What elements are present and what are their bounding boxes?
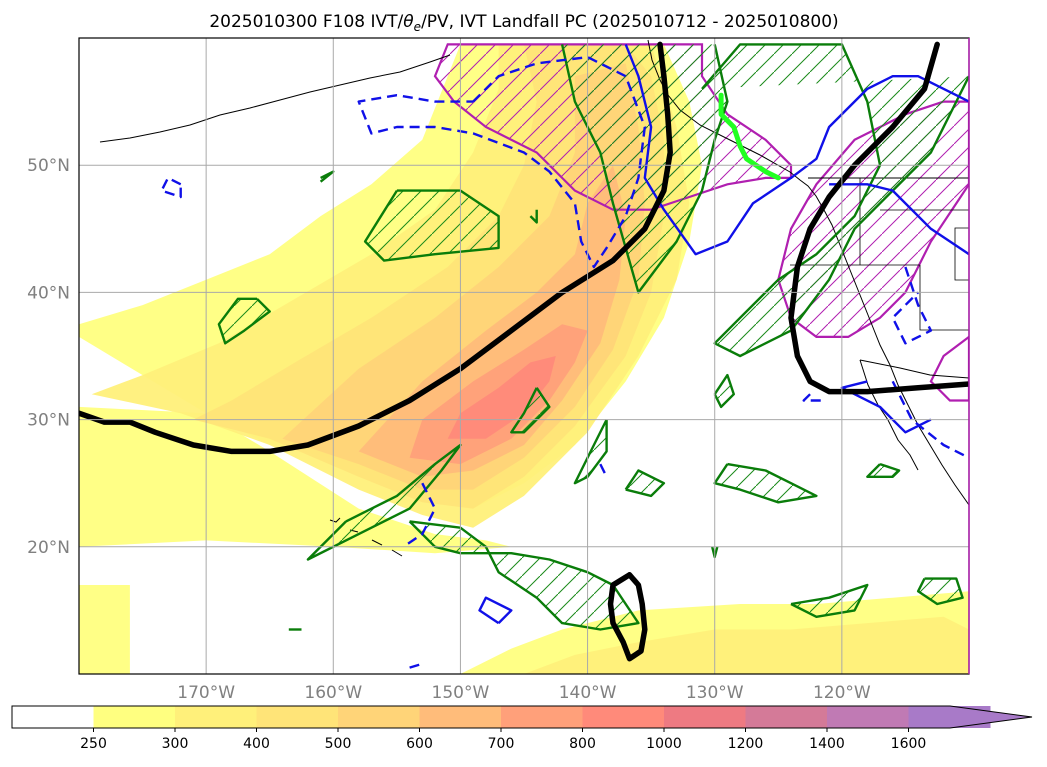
colorbar-label-600: 600 — [406, 736, 433, 752]
us-mexico-border — [859, 359, 969, 379]
pv-contour-17 — [529, 209, 538, 224]
pv-hatch-fill-2 — [702, 44, 969, 357]
pc-region-outline-2 — [929, 335, 969, 402]
colorbar-label-800: 800 — [569, 736, 596, 752]
ivt-colorbar: 250 300 400 500 600 700 800 1000 1200 1400 1600 — [11, 705, 1033, 752]
theta-contour-dashed-11 — [409, 662, 423, 669]
chart-title: 2025010300 F108 IVT/θe/PV, IVT Landfall … — [209, 12, 838, 34]
pv-contour-11 — [866, 462, 901, 478]
colorbar-label-700: 700 — [488, 736, 515, 752]
lon-label-170: 170°W — [177, 683, 235, 703]
pv-contour-13 — [916, 577, 964, 606]
colorbar-label-300: 300 — [162, 736, 189, 752]
theta-contour-solid-2 — [840, 380, 932, 434]
lat-label-50: 50°N — [27, 156, 70, 176]
colorbar-segment-8 — [664, 706, 746, 728]
pv-hatch-fill-12 — [791, 585, 868, 617]
theta-contour-dashed-5 — [160, 176, 182, 199]
colorbar-label-1400: 1400 — [809, 736, 845, 752]
ivt-contour-800-7 — [447, 356, 556, 439]
colorbar-label-500: 500 — [325, 736, 352, 752]
pv-contour-9 — [713, 373, 735, 409]
colorbar-label-400: 400 — [243, 736, 270, 752]
theta-contour-dashed-9 — [802, 393, 823, 402]
colorbar-label-250: 250 — [80, 736, 107, 752]
colorbar-label-1600: 1600 — [891, 736, 927, 752]
theta-contour-dashed-4 — [357, 55, 646, 269]
longitude-labels: 170°W 160°W 150°W 140°W 130°W 120°W — [177, 683, 871, 703]
contour-layer — [79, 41, 969, 669]
pv-contour-8 — [624, 469, 666, 498]
lon-label-130: 130°W — [686, 683, 744, 703]
lon-label-140: 140°W — [559, 683, 617, 703]
pv-contour-3 — [217, 297, 271, 345]
lat-label-20: 20°N — [27, 538, 70, 558]
colorbar-extend-arrow — [908, 706, 1032, 728]
pc-black-contour-2 — [607, 572, 648, 662]
ivt-contour-300-10 — [524, 616, 969, 674]
pv-contour-10 — [713, 462, 818, 504]
latitude-labels: 20°N 30°N 40°N 50°N — [27, 156, 70, 558]
pv-hatch-fill-3 — [218, 298, 270, 344]
pv-contour-5 — [573, 419, 608, 485]
lat-label-30: 30°N — [27, 411, 70, 431]
theta-contour-solid-3 — [478, 596, 513, 625]
lon-label-120: 120°W — [813, 683, 871, 703]
colorbar-segment-10 — [827, 706, 909, 728]
pv-hatch-fill-11 — [867, 464, 900, 477]
lat-label-40: 40°N — [27, 283, 70, 303]
theta-contour-dashed-8 — [891, 380, 969, 459]
colorbar-segment-4 — [338, 706, 420, 728]
pc-black-contour-0 — [79, 41, 673, 455]
pv-hatch-fill-0 — [365, 190, 499, 261]
pc-region-outline-1 — [777, 100, 969, 338]
pv-hatch-fill-7 — [409, 521, 639, 630]
colorbar-label-1000: 1000 — [646, 736, 682, 752]
colorbar-segment-3 — [256, 706, 339, 728]
pv-hatch-fill-4 — [307, 445, 461, 560]
lon-label-150: 150°W — [432, 683, 490, 703]
theta-contour-dashed-6 — [402, 482, 437, 548]
pv-contour-12 — [790, 583, 869, 618]
colorbar-segment-1 — [93, 706, 176, 728]
theta-contour-dashed-7 — [891, 266, 933, 345]
pv-hatch-fill-10 — [714, 464, 817, 503]
map-plot-area — [78, 37, 970, 675]
colorbar-segment-0 — [12, 706, 94, 728]
colorbar-segment-5 — [419, 706, 502, 728]
colorbar-segment-6 — [501, 706, 583, 728]
pv-contour-4 — [306, 443, 462, 561]
theta-contour-solid-0 — [624, 43, 969, 256]
aleutian-islands — [99, 54, 451, 143]
theta-contour-dashed-10 — [599, 463, 608, 478]
colorbar-outline — [11, 705, 1033, 729]
colorbar-segment-7 — [582, 706, 665, 728]
graticule — [79, 38, 969, 674]
pv-hatch-fill-6 — [511, 387, 550, 433]
pv-contour-0 — [363, 189, 500, 262]
ivt-contour-250-8 — [79, 585, 130, 674]
colorbar-segment-9 — [745, 706, 828, 728]
colorbar-segment-2 — [175, 706, 257, 728]
theta-contour-solid-1 — [829, 183, 969, 256]
pv-contour-6 — [510, 387, 551, 434]
pv-contour-7 — [408, 520, 640, 631]
landfall-segment — [718, 92, 781, 181]
ivt-contour-600-5 — [358, 165, 626, 477]
colorbar-label-1200: 1200 — [728, 736, 764, 752]
pv-hatch-fill-1 — [562, 44, 728, 293]
lon-label-160: 160°W — [304, 683, 362, 703]
